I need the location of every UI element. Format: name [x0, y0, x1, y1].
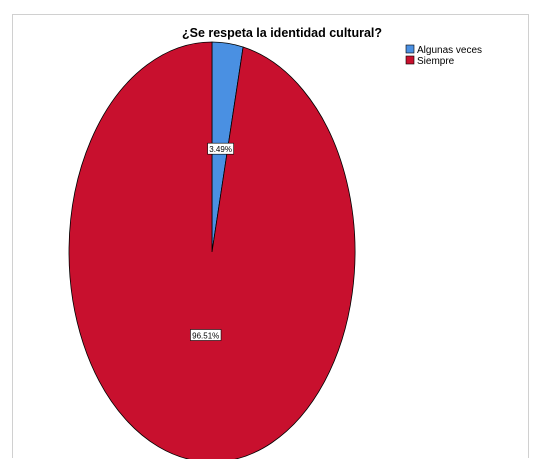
data-label-0: 3.49%: [207, 142, 234, 155]
legend-label-0: Algunas veces: [417, 45, 482, 56]
chart-frame: [12, 14, 529, 458]
legend-swatch-0: [405, 44, 415, 54]
pie-slice-siempre: [68, 41, 356, 459]
legend-label-1: Siempre: [417, 56, 455, 67]
data-label-text: 3.49%: [209, 145, 232, 154]
legend-swatch-1: [405, 55, 415, 65]
data-label-1: 96.51%: [190, 329, 222, 341]
pie-slices: [68, 41, 356, 459]
data-label-text: 96.51%: [192, 331, 219, 340]
data-labels: 3.49% 96.51%: [190, 142, 234, 341]
chart-title: ¿Se respeta la identidad cultural?: [182, 26, 382, 40]
